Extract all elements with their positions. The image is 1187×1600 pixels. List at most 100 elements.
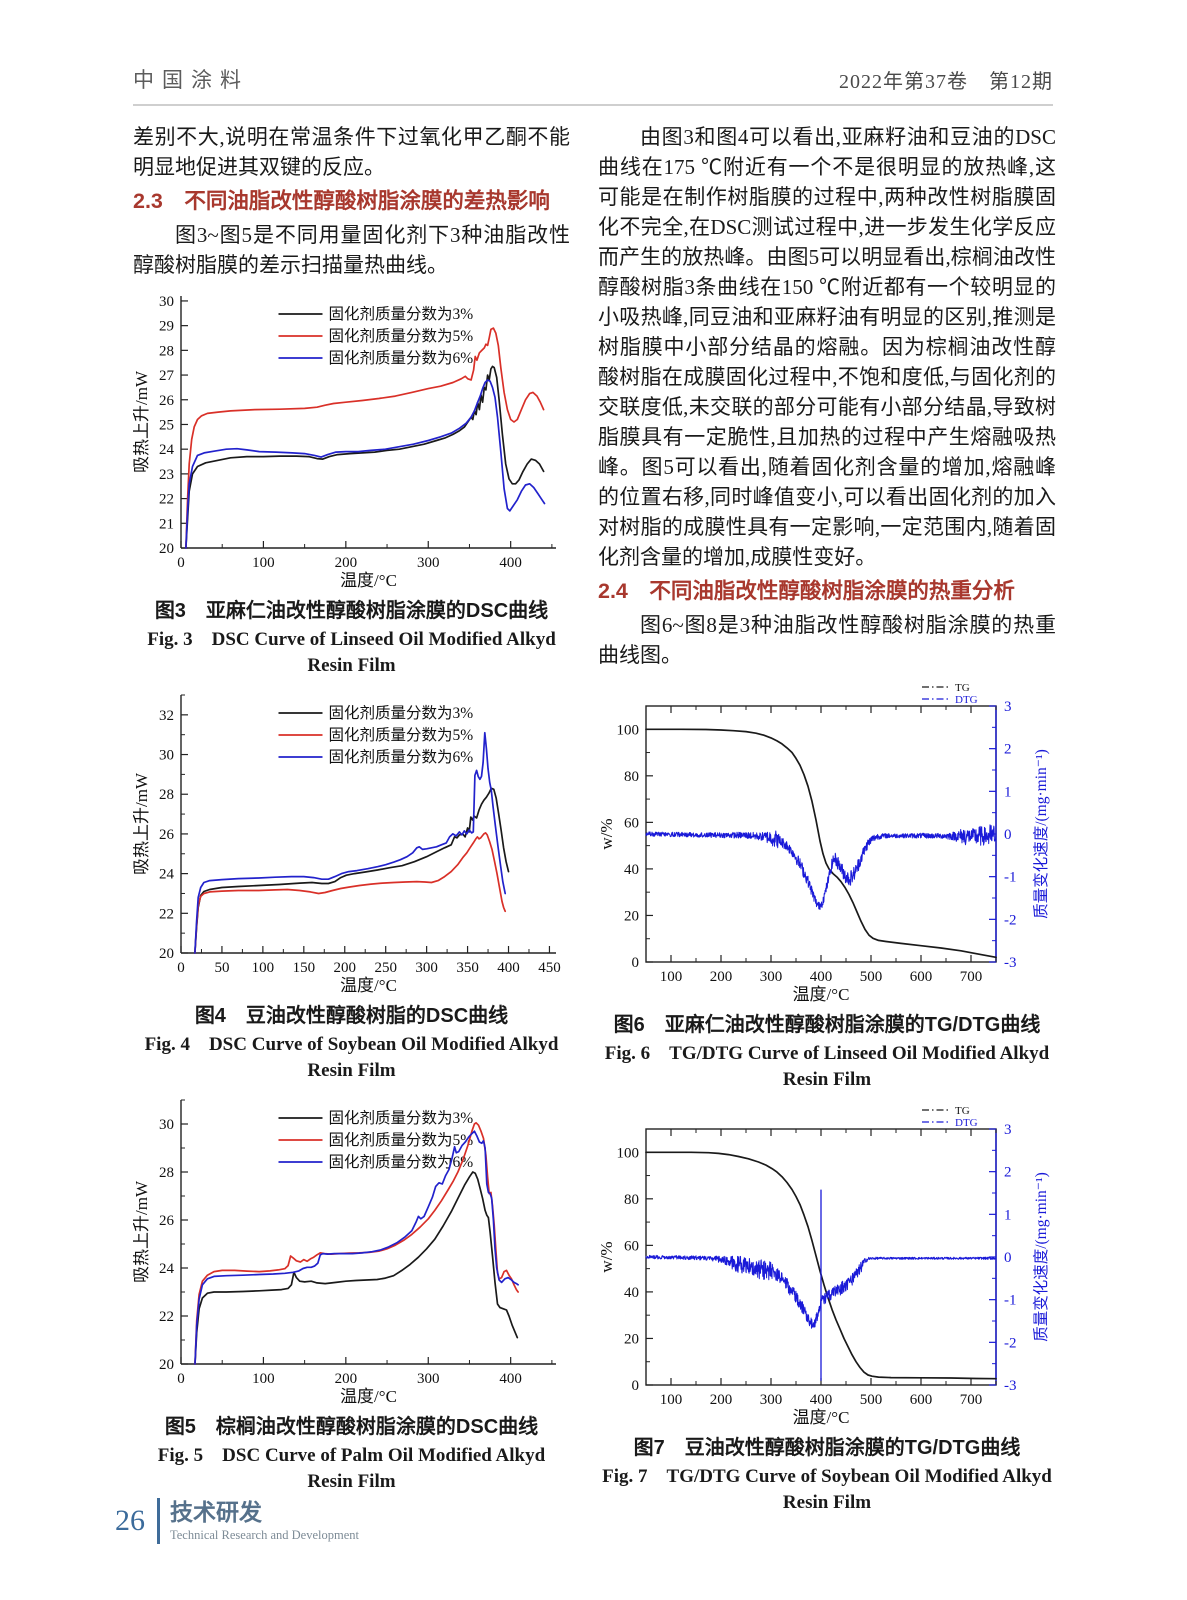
svg-text:100: 100: [617, 1145, 640, 1161]
svg-text:700: 700: [960, 969, 983, 985]
svg-text:350: 350: [456, 960, 479, 976]
svg-text:20: 20: [624, 1331, 639, 1347]
svg-text:150: 150: [293, 960, 316, 976]
svg-text:80: 80: [624, 769, 639, 785]
svg-text:固化剂质量分数为6%: 固化剂质量分数为6%: [329, 1153, 474, 1171]
svg-text:TG: TG: [955, 1105, 970, 1117]
figure-6: 100 200 300 400 500 600 700 0 20 40 60 80 100 -3 -2 -1 0…: [598, 678, 1056, 1093]
fig5-caption-en: Fig. 5 DSC Curve of Palm Oil Modified Al…: [157, 1445, 546, 1492]
svg-text:2: 2: [1004, 742, 1012, 758]
svg-text:23: 23: [159, 467, 174, 483]
svg-text:60: 60: [624, 1238, 639, 1254]
svg-text:30: 30: [159, 748, 174, 764]
svg-text:400: 400: [810, 1392, 833, 1408]
svg-text:250: 250: [374, 960, 397, 976]
svg-text:20: 20: [159, 541, 174, 557]
svg-text:40: 40: [624, 1285, 639, 1301]
two-column-body: 差别不大,说明在常温条件下过氧化甲乙酮不能明显地促进其双键的反应。 2.3 不同…: [133, 122, 1056, 1516]
paragraph: 差别不大,说明在常温条件下过氧化甲乙酮不能明显地促进其双键的反应。: [133, 125, 570, 179]
right-column: 由图3和图4可以看出,亚麻籽油和豆油的DSC曲线在175 ℃附近有一个不是很明显…: [598, 122, 1056, 1516]
page-number: 26: [115, 1504, 145, 1537]
section-heading-2-3: 2.3 不同油脂改性醇酸树脂涂膜的差热影响: [133, 189, 550, 213]
svg-text:w/%: w/%: [598, 1241, 616, 1272]
svg-text:200: 200: [710, 1392, 733, 1408]
fig5-dsc-chart: 0 100 200 300 400 20 22 24 26 28 30 温度/°C 吸热上升/mW 固化剂…: [133, 1092, 570, 1410]
svg-text:20: 20: [159, 946, 174, 962]
svg-text:100: 100: [252, 960, 275, 976]
svg-text:w/%: w/%: [598, 818, 616, 849]
svg-text:吸热上升/mW: 吸热上升/mW: [133, 772, 151, 875]
page-header: 中国涂料 2022年第37卷 第12期: [133, 64, 1053, 106]
svg-text:300: 300: [760, 969, 783, 985]
svg-text:吸热上升/mW: 吸热上升/mW: [133, 370, 151, 473]
svg-text:22: 22: [159, 1309, 174, 1325]
svg-text:700: 700: [960, 1392, 983, 1408]
svg-text:温度/°C: 温度/°C: [340, 976, 397, 995]
svg-text:-1: -1: [1004, 1293, 1017, 1309]
svg-text:温度/°C: 温度/°C: [340, 1387, 397, 1406]
section-heading-2-4: 2.4 不同油脂改性醇酸树脂涂膜的热重分析: [598, 579, 1015, 603]
svg-text:200: 200: [335, 1371, 358, 1387]
svg-text:300: 300: [760, 1392, 783, 1408]
figure-5: 0 100 200 300 400 20 22 24 26 28 30 温度/°C 吸热上升/mW 固化剂…: [133, 1092, 570, 1495]
svg-text:0: 0: [177, 1371, 185, 1387]
svg-text:27: 27: [159, 368, 175, 384]
svg-text:400: 400: [810, 969, 833, 985]
fig5-caption-zh: 图5 棕榈油改性醇酸树脂涂膜的DSC曲线: [164, 1416, 539, 1438]
svg-text:固化剂质量分数为5%: 固化剂质量分数为5%: [329, 726, 474, 744]
svg-text:固化剂质量分数为3%: 固化剂质量分数为3%: [329, 704, 474, 722]
svg-text:1: 1: [1004, 1207, 1012, 1223]
svg-text:600: 600: [910, 969, 933, 985]
footer-section-zh: 技术研发: [170, 1498, 262, 1525]
svg-text:0: 0: [177, 960, 185, 976]
svg-text:温度/°C: 温度/°C: [793, 985, 850, 1004]
paragraph: 图3~图5是不同用量固化剂下3种油脂改性醇酸树脂膜的差示扫描量热曲线。: [133, 223, 570, 277]
svg-text:100: 100: [252, 555, 275, 571]
fig4-caption-en: Fig. 4 DSC Curve of Soybean Oil Modified…: [144, 1034, 559, 1081]
svg-text:-2: -2: [1004, 1335, 1017, 1351]
svg-text:固化剂质量分数为3%: 固化剂质量分数为3%: [329, 1109, 474, 1127]
figure-3: 0 100 200 300 400 20 21 22 23 24 25 26 27 28 29 30 温度/°C…: [133, 288, 570, 679]
svg-text:20: 20: [159, 1357, 174, 1373]
fig7-tg-dtg-chart: 100 200 300 400 500 600 700 0 20 40 60 80 100 -3 -2 -1 0…: [598, 1101, 1056, 1431]
svg-text:400: 400: [497, 960, 520, 976]
svg-text:26: 26: [159, 393, 175, 409]
svg-text:400: 400: [499, 555, 521, 571]
svg-text:24: 24: [159, 867, 175, 883]
svg-text:固化剂质量分数为6%: 固化剂质量分数为6%: [329, 349, 474, 367]
svg-text:20: 20: [624, 908, 639, 924]
svg-text:-1: -1: [1004, 870, 1017, 886]
svg-text:300: 300: [417, 1371, 440, 1387]
svg-text:22: 22: [159, 906, 174, 922]
svg-text:24: 24: [159, 442, 175, 458]
left-column: 差别不大,说明在常温条件下过氧化甲乙酮不能明显地促进其双键的反应。 2.3 不同…: [133, 122, 570, 1516]
journal-name: 中国涂料: [133, 69, 249, 92]
svg-text:80: 80: [624, 1192, 639, 1208]
svg-text:24: 24: [159, 1261, 175, 1277]
svg-text:-2: -2: [1004, 912, 1017, 928]
svg-text:400: 400: [499, 1371, 521, 1387]
svg-text:固化剂质量分数为3%: 固化剂质量分数为3%: [329, 305, 474, 323]
svg-text:0: 0: [177, 555, 185, 571]
svg-text:0: 0: [1004, 1250, 1012, 1266]
fig6-tg-dtg-chart: 100 200 300 400 500 600 700 0 20 40 60 80 100 -3 -2 -1 0…: [598, 678, 1056, 1008]
svg-text:固化剂质量分数为6%: 固化剂质量分数为6%: [329, 748, 474, 766]
svg-text:温度/°C: 温度/°C: [793, 1408, 850, 1427]
footer-divider-bar: [157, 1498, 160, 1544]
page-footer: 26 技术研发 Technical Research and Developme…: [115, 1498, 359, 1544]
footer-section-en: Technical Research and Development: [170, 1527, 359, 1542]
fig6-caption-en: Fig. 6 TG/DTG Curve of Linseed Oil Modif…: [604, 1043, 1050, 1090]
fig4-dsc-chart: 0 50 100 150 200 250 300 350 400 450 20 22 24 26 28 30 3…: [133, 687, 570, 999]
svg-text:26: 26: [159, 827, 175, 843]
svg-text:100: 100: [660, 1392, 683, 1408]
svg-text:100: 100: [617, 722, 640, 738]
svg-text:0: 0: [1004, 827, 1012, 843]
svg-text:300: 300: [415, 960, 438, 976]
svg-text:50: 50: [214, 960, 229, 976]
svg-text:1: 1: [1004, 784, 1012, 800]
svg-text:600: 600: [910, 1392, 933, 1408]
svg-text:26: 26: [159, 1213, 175, 1229]
paragraph: 图6~图8是3种油脂改性醇酸树脂涂膜的热重曲线图。: [598, 613, 1056, 667]
svg-text:质量变化速度/(mg·min⁻¹): 质量变化速度/(mg·min⁻¹): [1032, 749, 1050, 919]
